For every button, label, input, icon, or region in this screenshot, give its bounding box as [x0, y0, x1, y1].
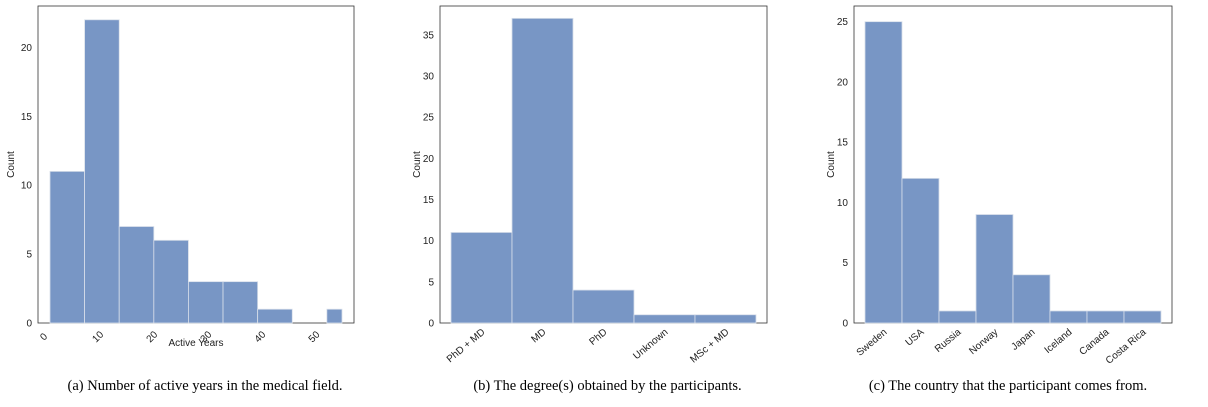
x-tick-label: 10 [90, 329, 106, 345]
bar [1086, 310, 1125, 324]
y-tick-label: 10 [837, 198, 849, 209]
caption-a: (a) Number of active years in the medica… [67, 378, 343, 394]
y-tick-label: 35 [423, 30, 435, 41]
bar [1012, 274, 1051, 324]
y-tick-label: 20 [423, 154, 435, 165]
y-tick-label: 0 [26, 319, 32, 330]
y-tick-label: 25 [837, 17, 849, 28]
bar [694, 314, 757, 324]
x-tick-label: Canada [1078, 327, 1112, 358]
bar [975, 214, 1014, 324]
y-tick-label: 0 [842, 319, 848, 330]
bar [1123, 310, 1162, 324]
caption-c: (c) The country that the participant com… [868, 378, 1148, 394]
y-tick-label: 30 [423, 71, 435, 82]
histogram-bar [118, 226, 155, 324]
y-tick-label: 0 [428, 319, 434, 330]
histogram-bar [257, 308, 293, 324]
x-tick-label: 40 [253, 329, 269, 345]
histogram-bar [326, 308, 343, 324]
chart-degree: PhD + MD MD PhD Unknown MSc + MD 0 5 10 15 20 25 30… [412, 5, 768, 366]
histogram-bar [222, 281, 259, 324]
y-tick-label: 5 [428, 277, 434, 288]
y-tick-label: 10 [423, 236, 435, 247]
x-tick-label: MSc + MD [688, 327, 731, 366]
x-tick-label: MD [529, 327, 548, 345]
x-tick-label: Japan [1009, 327, 1037, 353]
histogram-bar [49, 170, 86, 324]
y-tick-label: 20 [837, 77, 849, 88]
histogram-bar [188, 281, 224, 324]
y-tick-label: 5 [842, 258, 848, 269]
x-tick-label: Iceland [1043, 327, 1075, 356]
x-tick-label: 50 [307, 329, 323, 345]
y-tick-label: 20 [21, 43, 33, 54]
chart-country: Sweden USA Russia Norway Japan Iceland CanadaC… [826, 5, 1173, 367]
bar [1049, 310, 1088, 324]
x-tick-label: USA [904, 327, 927, 349]
x-tick-label: Russia [933, 327, 964, 355]
x-axis-label: Active Years [168, 338, 223, 349]
x-tick-label: Sweden [855, 327, 890, 359]
x-tick-label: 0 [38, 331, 50, 343]
x-tick-label: 20 [145, 329, 161, 345]
bar [938, 310, 977, 324]
bar [572, 289, 635, 324]
y-axis-label: Count [826, 151, 837, 178]
x-tick-label: Norway [967, 327, 1000, 357]
x-tick-label: PhD [587, 327, 609, 348]
y-tick-label: 25 [423, 113, 435, 124]
bar [511, 17, 574, 324]
x-tick-label: PhD + MD [445, 327, 488, 365]
bar [633, 314, 696, 324]
bar [450, 232, 513, 324]
y-tick-label: 10 [21, 181, 33, 192]
histogram-bar [84, 19, 120, 324]
y-tick-label: 15 [837, 138, 849, 149]
y-axis-label: Count [412, 151, 423, 178]
caption-b: (b) The degree(s) obtained by the partic… [473, 378, 742, 394]
y-tick-label: 5 [26, 250, 32, 261]
bar [901, 177, 940, 324]
y-axis-label: Count [6, 151, 17, 178]
x-tick-label: Unknown [631, 327, 670, 362]
histogram-bar [153, 239, 189, 324]
y-tick-label: 15 [21, 112, 33, 123]
bar [864, 21, 903, 324]
x-tick-label: Costa Rica [1104, 327, 1149, 367]
y-tick-label: 15 [423, 195, 435, 206]
